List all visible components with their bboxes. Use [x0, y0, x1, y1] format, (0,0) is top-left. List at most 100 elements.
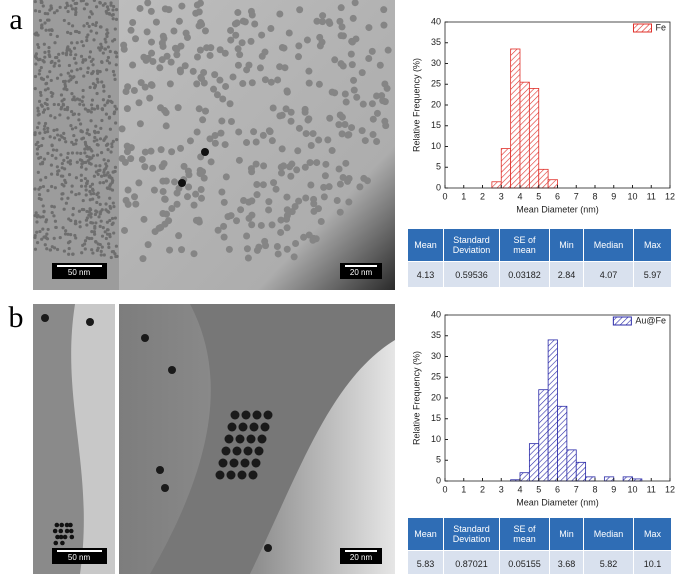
particle	[90, 149, 93, 152]
particle	[56, 77, 59, 80]
particle	[101, 235, 104, 238]
particle	[47, 50, 50, 53]
y-tick-label: 30	[431, 58, 441, 68]
particle	[74, 98, 77, 101]
particle	[62, 159, 65, 162]
particle	[362, 137, 369, 144]
particle	[343, 99, 350, 106]
particle	[194, 54, 201, 61]
particle	[92, 70, 95, 73]
particle	[115, 18, 118, 21]
particle	[45, 247, 48, 250]
panel-label: a	[9, 3, 22, 36]
particle	[63, 208, 66, 211]
particle	[245, 62, 252, 69]
particle	[64, 6, 67, 9]
particle	[85, 188, 88, 191]
particle	[102, 85, 105, 88]
bar	[558, 406, 567, 481]
particle	[50, 163, 53, 166]
particle	[353, 94, 360, 101]
particle	[54, 56, 57, 59]
particle	[56, 35, 59, 38]
table-header: Mean	[408, 518, 444, 550]
x-tick-label: 3	[499, 484, 504, 494]
particle	[178, 179, 186, 187]
particle	[99, 43, 102, 46]
particle	[262, 76, 269, 83]
x-tick-label: 2	[480, 484, 485, 494]
particle	[46, 12, 49, 15]
particle	[74, 62, 77, 65]
particle	[59, 134, 62, 137]
particle	[64, 140, 67, 143]
particle	[34, 248, 37, 251]
particle	[97, 195, 100, 198]
particle	[106, 148, 109, 151]
particle	[279, 145, 286, 152]
particle	[33, 187, 36, 190]
particle	[59, 523, 64, 528]
bar	[548, 340, 557, 481]
particle	[84, 185, 87, 188]
particle	[50, 7, 53, 10]
particle	[250, 128, 257, 135]
particle	[43, 128, 46, 131]
particle	[218, 118, 225, 125]
legend-swatch	[613, 317, 631, 325]
particle	[81, 95, 84, 98]
particle	[63, 535, 68, 540]
particle	[38, 100, 41, 103]
particle	[54, 157, 57, 160]
particle	[79, 152, 82, 155]
particle	[197, 0, 204, 7]
particle	[40, 66, 43, 69]
particle	[74, 126, 77, 129]
particle	[76, 41, 79, 44]
particle	[53, 11, 56, 14]
particle	[288, 118, 295, 125]
particle	[356, 183, 363, 190]
scale-label: 20 nm	[350, 268, 373, 277]
particle	[198, 195, 205, 202]
particle	[191, 250, 198, 257]
particle	[60, 197, 63, 200]
particle	[109, 4, 112, 7]
particle	[149, 82, 156, 89]
particle	[326, 115, 333, 122]
particle	[100, 220, 103, 223]
particle	[103, 104, 106, 107]
particle	[93, 175, 96, 178]
particle	[217, 130, 224, 137]
particle	[78, 31, 81, 34]
particle	[84, 143, 87, 146]
particle	[113, 73, 116, 76]
particle	[106, 233, 109, 236]
particle	[108, 175, 111, 178]
particle	[70, 110, 73, 113]
particle	[161, 107, 168, 114]
particle	[159, 40, 166, 47]
particle	[242, 411, 251, 420]
particle	[51, 211, 54, 214]
particle	[45, 98, 48, 101]
particle	[67, 241, 70, 244]
y-axis-title: Relative Frequency (%)	[411, 351, 421, 445]
particle	[212, 140, 219, 147]
particle	[65, 52, 68, 55]
particle	[69, 53, 72, 56]
table-cell: 3.68	[550, 550, 584, 574]
particle	[76, 161, 79, 164]
particle	[296, 125, 303, 132]
particle	[102, 98, 105, 101]
particle	[95, 21, 98, 24]
particle	[325, 18, 332, 25]
particle	[321, 193, 328, 200]
particle	[339, 23, 346, 30]
particle	[95, 92, 98, 95]
particle	[198, 186, 205, 193]
particle	[99, 243, 102, 246]
particle	[86, 318, 94, 326]
particle	[43, 43, 46, 46]
particle	[43, 125, 46, 128]
